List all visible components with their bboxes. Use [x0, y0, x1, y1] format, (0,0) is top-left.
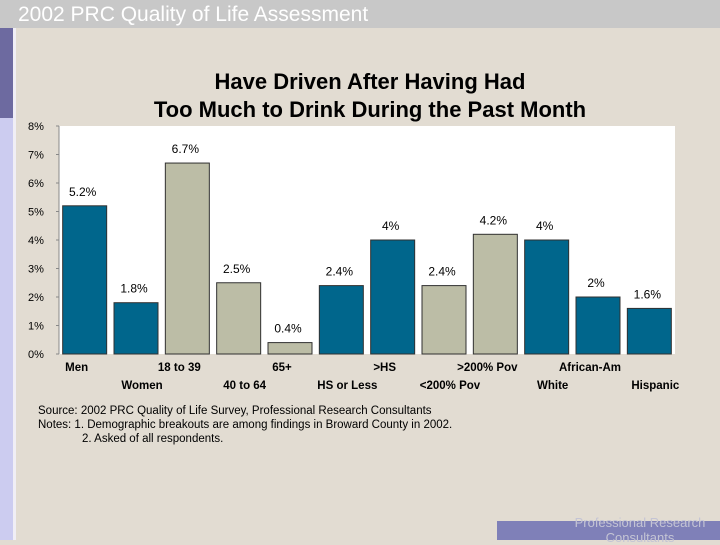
- x-tick-label-5: HS or Less: [317, 380, 377, 392]
- y-tick-label: 8%: [28, 121, 44, 133]
- x-tick-label-11: Hispanic: [631, 380, 680, 392]
- note-1: Notes: 1. Demographic breakouts are amon…: [38, 419, 453, 431]
- x-tick-label-10: African-Am: [559, 362, 621, 374]
- y-tick-label: 0%: [28, 349, 44, 361]
- x-tick-label-1: Women: [121, 380, 162, 392]
- x-tick-label-8: >200% Pov: [457, 362, 518, 374]
- y-axis: 0% 1% 2% 3% 4% 5% 6% 7% 8%: [28, 121, 60, 361]
- page-title: 2002 PRC Quality of Life Assessment: [18, 3, 369, 26]
- left-accent-bar: [0, 28, 13, 118]
- y-tick-label: 6%: [28, 178, 44, 190]
- bar-3: [216, 282, 262, 355]
- value-label-11: 1.6%: [634, 287, 662, 301]
- x-axis-labels: Men Women 18 to 39 40 to 64 65+ HS or Less >HS…: [65, 362, 680, 392]
- bar-10: [575, 296, 621, 355]
- bars: [62, 162, 672, 355]
- value-label-2: 6.7%: [172, 142, 200, 156]
- bar-4: [267, 342, 313, 355]
- y-tick-label: 2%: [28, 292, 44, 304]
- chart-title: Have Driven After Having Had Too Much to…: [20, 68, 720, 124]
- y-tick-label: 7%: [28, 150, 44, 162]
- left-accent-line: [13, 28, 16, 540]
- chart-notes: Source: 2002 PRC Quality of Life Survey,…: [38, 404, 452, 446]
- x-tick-label-0: Men: [65, 362, 88, 374]
- bar-chart: 0% 1% 2% 3% 4% 5% 6% 7% 8% 5.2% 1.8% 6.7% 2.5% 0.4% 2…: [28, 121, 680, 392]
- bar-5: [318, 285, 364, 355]
- left-accent-bar-light: [0, 118, 13, 540]
- value-label-6: 4%: [382, 219, 400, 233]
- value-label-1: 1.8%: [120, 282, 148, 296]
- plot-area: [59, 126, 675, 354]
- value-label-3: 2.5%: [223, 262, 251, 276]
- x-tick-label-9: White: [537, 380, 568, 392]
- bar-7: [421, 285, 467, 355]
- header-bar: [0, 0, 720, 28]
- x-tick-label-2: 18 to 39: [158, 362, 201, 374]
- footer-brand: Professional Research Consultants: [574, 515, 706, 545]
- note-2: 2. Asked of all respondents.: [82, 433, 224, 445]
- bar-0: [62, 205, 108, 355]
- bar-1: [113, 302, 159, 355]
- bar-2: [164, 162, 210, 355]
- x-tick-label-3: 40 to 64: [223, 380, 266, 392]
- bar-9: [524, 239, 570, 355]
- chart-title-line-2: Too Much to Drink During the Past Month: [153, 97, 587, 122]
- x-tick-label-4: 65+: [272, 362, 292, 374]
- value-label-10: 2%: [587, 276, 605, 290]
- value-label-0: 5.2%: [69, 185, 97, 199]
- value-label-8: 4.2%: [480, 213, 508, 227]
- value-label-9: 4%: [536, 219, 554, 233]
- value-label-7: 2.4%: [428, 265, 456, 279]
- source-note: Source: 2002 PRC Quality of Life Survey,…: [38, 405, 432, 417]
- chart-title-line-1: Have Driven After Having Had: [214, 69, 526, 94]
- y-tick-label: 1%: [28, 321, 44, 333]
- bar-6: [370, 239, 416, 355]
- value-labels: 5.2% 1.8% 6.7% 2.5% 0.4% 2.4% 4% 2.4% 4.2% 4% 2% 1.…: [69, 142, 661, 336]
- footer-bar: [497, 521, 720, 540]
- bar-8: [472, 233, 518, 355]
- y-tick-label: 4%: [28, 235, 44, 247]
- value-label-4: 0.4%: [274, 322, 302, 336]
- value-label-5: 2.4%: [326, 265, 354, 279]
- x-tick-label-7: <200% Pov: [420, 380, 481, 392]
- bar-11: [626, 307, 672, 355]
- y-tick-label: 5%: [28, 207, 44, 219]
- x-tick-label-6: >HS: [373, 362, 396, 374]
- y-tick-label: 3%: [28, 264, 44, 276]
